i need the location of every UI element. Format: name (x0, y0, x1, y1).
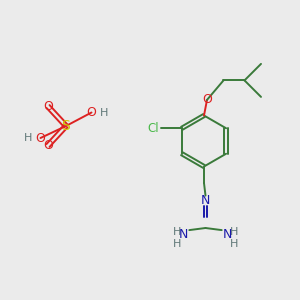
Text: O: O (36, 131, 45, 145)
Text: O: O (202, 93, 212, 106)
Text: O: O (87, 106, 96, 119)
Text: H: H (100, 107, 108, 118)
Text: H: H (173, 226, 182, 237)
Text: O: O (43, 139, 53, 152)
Text: N: N (179, 228, 189, 241)
Text: S: S (61, 119, 70, 133)
Text: H: H (173, 239, 182, 249)
Text: N: N (201, 194, 210, 208)
Text: H: H (230, 239, 238, 249)
Text: H: H (230, 226, 238, 237)
Text: N: N (222, 228, 232, 241)
Text: H: H (24, 133, 32, 143)
Text: Cl: Cl (148, 122, 159, 135)
Text: O: O (43, 100, 53, 113)
